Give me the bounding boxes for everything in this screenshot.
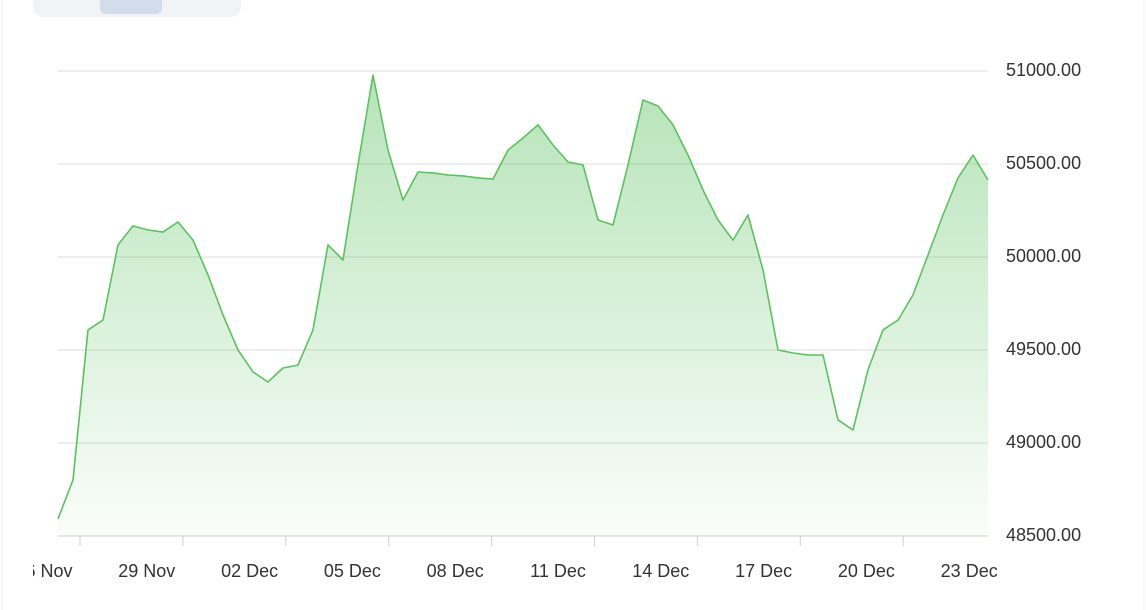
x-tick-label: 29 Nov <box>118 561 175 581</box>
x-tick-label: 02 Dec <box>221 561 278 581</box>
x-tick-label: 05 Dec <box>324 561 381 581</box>
x-tick-label: 20 Dec <box>838 561 895 581</box>
area-fill <box>58 75 988 536</box>
y-tick-label: 48500.00 <box>1006 525 1081 545</box>
y-tick-label: 50500.00 <box>1006 153 1081 173</box>
y-tick-label: 49000.00 <box>1006 432 1081 452</box>
y-tick-label: 50000.00 <box>1006 246 1081 266</box>
y-tick-label: 49500.00 <box>1006 339 1081 359</box>
x-tick-label: 14 Dec <box>632 561 689 581</box>
line <box>57 74 989 520</box>
x-tick-label: 26 Nov <box>15 561 72 581</box>
x-tick-label: 17 Dec <box>735 561 792 581</box>
x-tick-label: 08 Dec <box>427 561 484 581</box>
x-tick-label: 23 Dec <box>941 561 998 581</box>
toolbar-tab[interactable] <box>100 0 162 14</box>
x-tick-label: 11 Dec <box>530 561 586 581</box>
y-tick-label: 51000.00 <box>1006 60 1081 80</box>
